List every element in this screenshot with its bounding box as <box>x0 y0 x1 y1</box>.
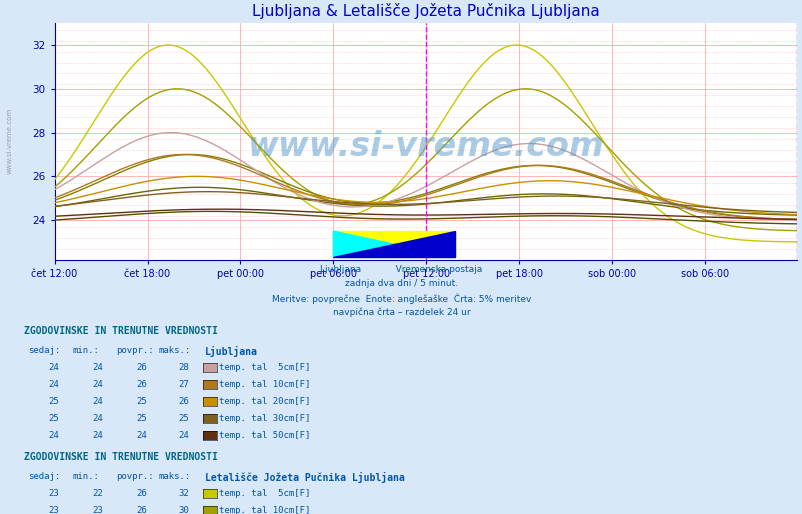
Text: Letališče Jožeta Pučnika Ljubljana: Letališče Jožeta Pučnika Ljubljana <box>205 472 404 483</box>
Text: www.si-vreme.com: www.si-vreme.com <box>6 108 13 174</box>
Text: 28: 28 <box>179 363 189 372</box>
Text: 26: 26 <box>136 489 147 498</box>
Text: 23: 23 <box>48 506 59 514</box>
Text: ZGODOVINSKE IN TRENUTNE VREDNOSTI: ZGODOVINSKE IN TRENUTNE VREDNOSTI <box>24 452 217 462</box>
Text: Meritve: povprečne  Enote: anglešaške  Črta: 5% meritev: Meritve: povprečne Enote: anglešaške Črt… <box>271 293 531 304</box>
Text: 26: 26 <box>179 397 189 406</box>
Text: sedaj:: sedaj: <box>28 472 60 481</box>
Title: Ljubljana & Letališče Jožeta Pučnika Ljubljana: Ljubljana & Letališče Jožeta Pučnika Lju… <box>251 3 599 19</box>
Text: 25: 25 <box>136 397 147 406</box>
Text: 26: 26 <box>136 506 147 514</box>
Text: 25: 25 <box>179 414 189 423</box>
Text: 24: 24 <box>92 380 103 389</box>
Text: ZGODOVINSKE IN TRENUTNE VREDNOSTI: ZGODOVINSKE IN TRENUTNE VREDNOSTI <box>24 326 217 336</box>
Text: 24: 24 <box>136 431 147 440</box>
Text: 32: 32 <box>179 489 189 498</box>
Polygon shape <box>333 231 454 258</box>
Text: 26: 26 <box>136 363 147 372</box>
Text: temp. tal  5cm[F]: temp. tal 5cm[F] <box>219 363 310 372</box>
Text: 26: 26 <box>136 380 147 389</box>
Text: sedaj:: sedaj: <box>28 346 60 355</box>
Text: 24: 24 <box>92 431 103 440</box>
Text: 25: 25 <box>48 397 59 406</box>
Text: 24: 24 <box>179 431 189 440</box>
Text: navpična črta – razdelek 24 ur: navpična črta – razdelek 24 ur <box>332 308 470 317</box>
Text: 25: 25 <box>136 414 147 423</box>
Text: 24: 24 <box>48 363 59 372</box>
Text: 30: 30 <box>179 506 189 514</box>
Polygon shape <box>333 231 454 258</box>
Text: povpr.:: povpr.: <box>116 472 154 481</box>
Text: Ljubljana: Ljubljana <box>205 346 257 357</box>
Text: 22: 22 <box>92 489 103 498</box>
Text: 24: 24 <box>92 414 103 423</box>
Text: 24: 24 <box>92 397 103 406</box>
Text: 24: 24 <box>48 380 59 389</box>
Text: 24: 24 <box>92 363 103 372</box>
Text: temp. tal 50cm[F]: temp. tal 50cm[F] <box>219 431 310 440</box>
Text: min.:: min.: <box>72 472 99 481</box>
Text: zadnja dva dni / 5 minut.: zadnja dva dni / 5 minut. <box>345 279 457 288</box>
Text: 24: 24 <box>48 431 59 440</box>
Text: min.:: min.: <box>72 346 99 355</box>
Text: temp. tal 30cm[F]: temp. tal 30cm[F] <box>219 414 310 423</box>
Text: Ljubljana            Vremenska postaja: Ljubljana Vremenska postaja <box>320 265 482 274</box>
Text: povpr.:: povpr.: <box>116 346 154 355</box>
Text: 23: 23 <box>48 489 59 498</box>
Text: maks.:: maks.: <box>159 472 191 481</box>
Text: temp. tal 20cm[F]: temp. tal 20cm[F] <box>219 397 310 406</box>
Text: 27: 27 <box>179 380 189 389</box>
Text: 25: 25 <box>48 414 59 423</box>
Text: temp. tal 10cm[F]: temp. tal 10cm[F] <box>219 506 310 514</box>
Text: temp. tal  5cm[F]: temp. tal 5cm[F] <box>219 489 310 498</box>
Text: 23: 23 <box>92 506 103 514</box>
Text: temp. tal 10cm[F]: temp. tal 10cm[F] <box>219 380 310 389</box>
Text: www.si-vreme.com: www.si-vreme.com <box>247 130 603 162</box>
Text: maks.:: maks.: <box>159 346 191 355</box>
